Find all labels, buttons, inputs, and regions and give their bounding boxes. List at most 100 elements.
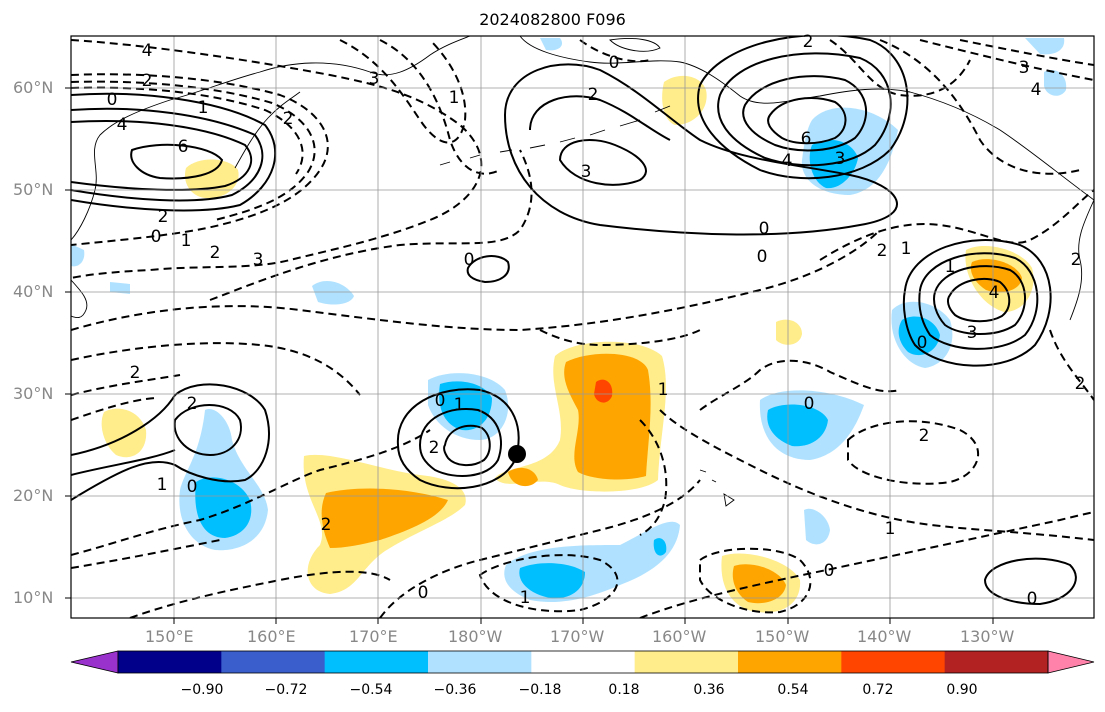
contour-label: 3: [835, 149, 846, 169]
contour-dash-17: [71, 539, 221, 569]
contour-label: 2: [919, 426, 930, 446]
contour-solid-dateline-2: [418, 408, 502, 477]
coastline-aleutians: [439, 105, 671, 166]
colorbar-extend-max: [1047, 650, 1095, 674]
lat-label-10n: 10°N: [13, 588, 54, 607]
coastlines: [71, 36, 1094, 507]
colorbar-extend-min: [70, 650, 119, 674]
contour-dash-3: [71, 80, 316, 221]
lon-label-160e: 160°E: [247, 627, 296, 646]
colorbar: [70, 650, 1095, 674]
negative-region-top-a: [540, 38, 563, 51]
contour-label: 3: [581, 162, 592, 182]
contour-dash-13: [71, 342, 361, 396]
contour-solid-kam-6: [130, 143, 224, 180]
contour-dash-9: [919, 39, 1094, 81]
negative-region-japan: [71, 244, 85, 267]
contour-label: 1: [658, 380, 669, 400]
coastline-asia: [71, 36, 471, 241]
colorbar-segment: [944, 651, 1049, 673]
contour-dash-23: [699, 359, 901, 411]
negative-region-top-b: [1025, 38, 1065, 55]
colorbar-tick-label: 0.18: [608, 682, 640, 698]
positive-region-central-b-core: [321, 488, 448, 548]
contour-solid-west-2: [173, 404, 242, 457]
contours-solid: [71, 36, 1077, 606]
lon-label-160w: 160°W: [652, 627, 707, 646]
contour-solid-40n-0: [466, 255, 510, 284]
contour-solid-ne-high-4: [946, 277, 1011, 323]
negative-region-40n: [312, 281, 354, 305]
coastline-japan: [71, 279, 88, 319]
contour-solid-alaska-high-2: [717, 52, 892, 167]
contour-dash-6: [209, 149, 533, 301]
gridlines: [71, 36, 1094, 618]
colorbar-tick-label: −0.18: [518, 682, 562, 698]
contour-label: 4: [142, 41, 153, 61]
colorbar-segment: [738, 651, 842, 673]
contour-dash-27: [1049, 329, 1094, 401]
contour-label: 4: [117, 115, 128, 135]
lon-label-170e: 170°E: [349, 627, 398, 646]
contour-solid-bering-3: [558, 139, 647, 186]
contour-label: 4: [989, 283, 1000, 303]
coastline-bc: [1069, 199, 1094, 321]
contour-label: 2: [588, 85, 599, 105]
contour-label: 2: [142, 71, 153, 91]
contour-label: 0: [757, 247, 768, 267]
contour-label: 2: [283, 109, 294, 129]
contour-dash-1: [71, 39, 483, 279]
colorbar-tick-label: −0.36: [433, 682, 477, 698]
contour-dash-15: [71, 397, 156, 421]
negative-region-hawaii-east: [804, 508, 830, 545]
colorbar-border: [117, 650, 1049, 674]
contour-label: 3: [369, 69, 380, 89]
lat-label-20n: 20°N: [13, 486, 54, 505]
colorbar-tick-label: −0.90: [180, 682, 224, 698]
contour-labels: 4 2 0 4 1 6 2 0 1 2 3 3 2 1 3 2 0 2 6 4 …: [107, 32, 1086, 581]
contour-solid-alaska-high-3: [742, 75, 868, 152]
coastline-hawaii: [699, 469, 735, 507]
contour-dash-18: [379, 479, 701, 618]
contour-solid-kam-3: [71, 120, 253, 191]
lon-label-180w: 180°W: [448, 627, 503, 646]
contour-dash-25: [539, 329, 701, 347]
contour-label: 1: [901, 239, 912, 259]
contour-label: 4: [782, 151, 793, 171]
contour-solid-se-0: [983, 557, 1077, 606]
contour-solid-bering-2: [529, 95, 671, 141]
contour-solid-ne-high-2: [918, 252, 1039, 350]
contour-solid-west-1: [71, 383, 270, 501]
tick-marks: [65, 87, 994, 624]
colorbar-tick-label: −0.72: [264, 682, 308, 698]
contour-label: 4: [1031, 80, 1042, 100]
contour-dash-8: [879, 39, 1081, 175]
contour-label: 1: [520, 588, 531, 608]
contour-solid-alaska-high-4: [767, 97, 847, 145]
contour-label: 1: [198, 98, 209, 118]
lon-label-170w: 170°W: [550, 627, 605, 646]
contour-label: 0: [917, 333, 928, 353]
contour-label: 2: [210, 243, 221, 263]
positive-region-ne-pacific-core: [970, 259, 1022, 293]
contour-label: 0: [187, 477, 198, 497]
contour-label: 0: [435, 391, 446, 411]
contour-label: 6: [178, 137, 189, 157]
contour-label: 0: [804, 394, 815, 414]
contour-dash-19: [478, 554, 619, 613]
contour-labels-extra: 0 1 0 2: [321, 515, 1038, 609]
colorbar-segment: [118, 651, 222, 673]
contour-label: 3: [1019, 58, 1030, 78]
lon-label-150e: 150°E: [145, 627, 194, 646]
contour-dash-16: [71, 429, 431, 556]
colorbar-tick-label: 0.54: [777, 682, 809, 698]
contour-label: 2: [429, 438, 440, 458]
contour-dash-28: [579, 39, 651, 63]
contour-dash-29: [129, 570, 391, 618]
contour-solid-ne-high-1: [902, 239, 1052, 367]
contour-dash-21: [699, 547, 812, 614]
contour-label: 0: [464, 250, 475, 270]
contour-label: 2: [130, 363, 141, 383]
negative-region-south-small: [653, 538, 667, 556]
contour-label: 1: [454, 395, 465, 415]
